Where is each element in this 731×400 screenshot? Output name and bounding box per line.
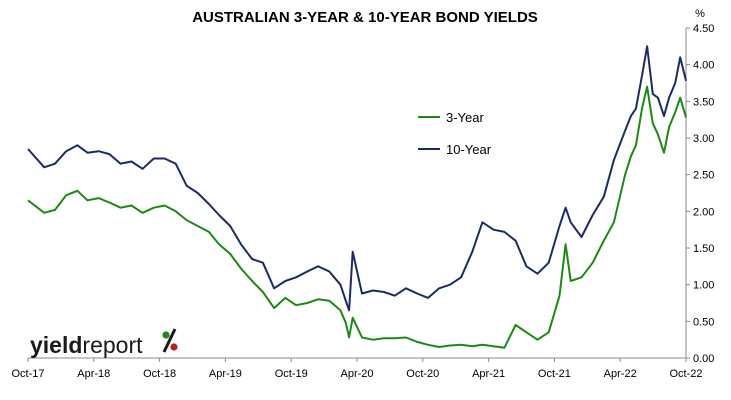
y-tick-label: 2.50 <box>693 170 714 182</box>
x-tick-label: Oct-18 <box>143 368 176 380</box>
logo-percent-icon <box>162 328 178 353</box>
x-tick-label: Apr-18 <box>77 368 110 380</box>
x-tick-label: Oct-19 <box>275 368 308 380</box>
yieldreport-logo: yieldreport <box>30 328 178 358</box>
x-tick-label: Oct-21 <box>538 368 571 380</box>
x-tick-label: Oct-17 <box>11 368 44 380</box>
x-tick-label: Oct-22 <box>669 368 702 380</box>
x-tick-label: Apr-20 <box>340 368 373 380</box>
legend-label-3-year: 3-Year <box>446 110 484 125</box>
x-axis-ticks: Oct-17 Apr-18 Oct-18 Apr-19 Oct-19 Apr-20 Oct-… <box>11 358 703 380</box>
y-tick-label: 3.00 <box>693 133 714 145</box>
y-tick-label: 0.00 <box>693 353 714 365</box>
x-tick-label: Apr-22 <box>604 368 637 380</box>
y-tick-label: 1.50 <box>693 243 714 255</box>
y-tick-label: 4.00 <box>693 60 714 72</box>
series-line-10-year <box>27 45 687 312</box>
y-tick-label: 1.00 <box>693 280 714 292</box>
y-tick-label: 3.50 <box>693 96 714 108</box>
logo-text: yieldreport <box>30 332 143 358</box>
series-group <box>27 45 687 349</box>
series-line-3-year <box>27 85 687 349</box>
y-axis-ticks: 0.00 0.50 1.00 1.50 2.00 2.50 3.00 3.50 4.00 4.50 <box>686 23 714 365</box>
y-tick-label: 2.00 <box>693 206 714 218</box>
chart-title: AUSTRALIAN 3-YEAR & 10-YEAR BOND YIELDS <box>192 9 538 26</box>
legend-label-10-year: 10-Year <box>446 142 492 157</box>
y-axis-unit: % <box>695 8 705 20</box>
x-tick-label: Oct-20 <box>406 368 439 380</box>
x-tick-label: Apr-19 <box>209 368 242 380</box>
y-tick-label: 4.50 <box>693 23 714 35</box>
logo-part-yield: yield <box>30 332 82 358</box>
x-tick-label: Apr-21 <box>472 368 505 380</box>
logo-part-report: report <box>82 332 143 358</box>
legend: 3-Year 10-Year <box>418 110 492 157</box>
y-tick-label: 0.50 <box>693 316 714 328</box>
